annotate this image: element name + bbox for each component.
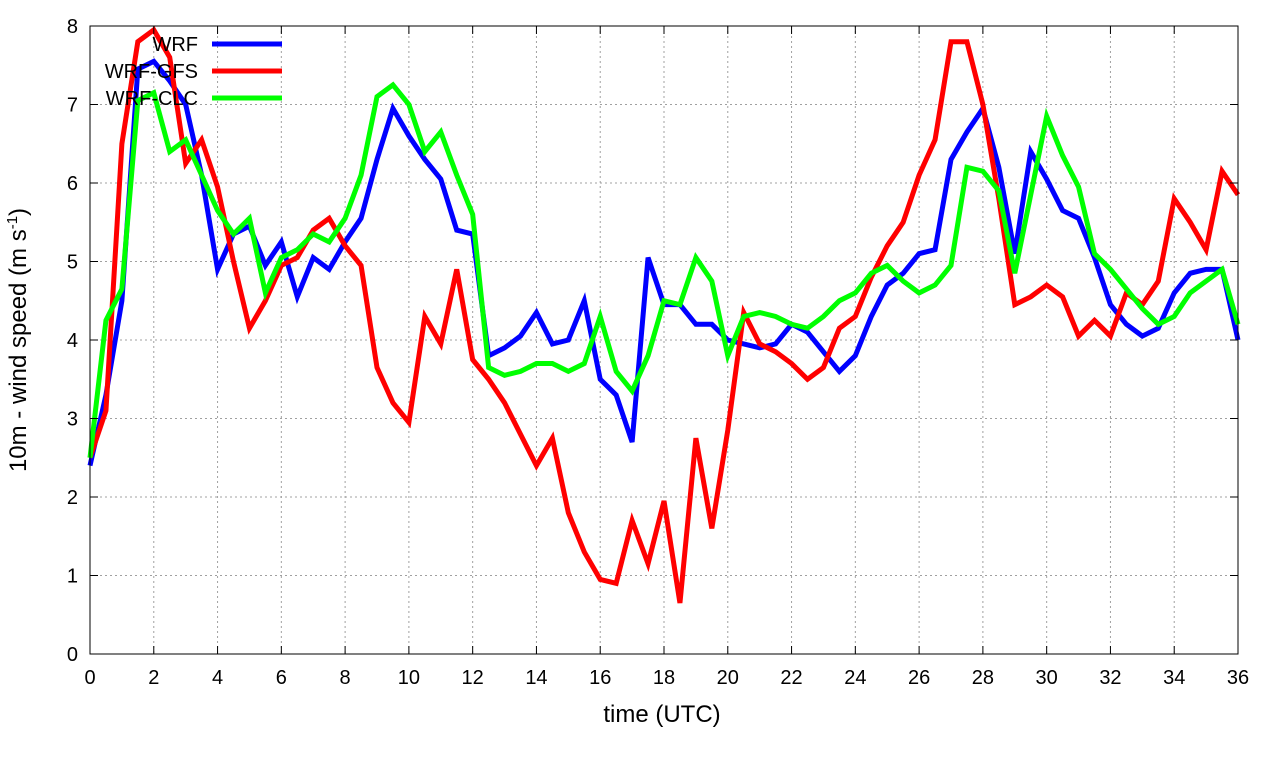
ticks: 0 2 4 6 8 10 12 14 16 18 20 22 24 26 28 30 32 34 360123456… bbox=[67, 16, 1249, 689]
x-tick-label: 20 bbox=[717, 667, 739, 689]
y-tick-label: 3 bbox=[67, 409, 78, 431]
x-tick-label: 32 bbox=[1099, 667, 1121, 689]
x-tick-label: 22 bbox=[780, 667, 802, 689]
x-tick-label: 26 bbox=[908, 667, 930, 689]
y-tick-label: 7 bbox=[67, 95, 78, 117]
x-tick-label: 10 bbox=[398, 667, 420, 689]
legend-label: WRF-CLC bbox=[106, 88, 198, 110]
x-tick-label: 8 bbox=[340, 667, 351, 689]
y-tick-label: 2 bbox=[67, 487, 78, 509]
x-tick-label: 24 bbox=[844, 667, 866, 689]
x-tick-label: 4 bbox=[212, 667, 223, 689]
x-tick-label: 6 bbox=[276, 667, 287, 689]
series-line-wrf-clc bbox=[87, 81, 1241, 459]
grid bbox=[90, 26, 1238, 654]
x-tick-label: 12 bbox=[462, 667, 484, 689]
x-axis-title: time (UTC) bbox=[603, 701, 720, 728]
y-tick-label: 1 bbox=[67, 566, 78, 588]
x-tick-label: 34 bbox=[1163, 667, 1185, 689]
x-tick-label: 36 bbox=[1227, 667, 1249, 689]
y-axis-title-main: 10m - wind speed (m s bbox=[5, 229, 32, 472]
x-tick-label: 2 bbox=[148, 667, 159, 689]
x-tick-label: 0 bbox=[84, 667, 95, 689]
legend-label: WRF bbox=[152, 34, 198, 56]
x-tick-label: 30 bbox=[1036, 667, 1058, 689]
x-tick-label: 16 bbox=[589, 667, 611, 689]
series-lines bbox=[87, 26, 1241, 604]
legend: WRF WRF-GFS WRF-CLC bbox=[105, 34, 282, 110]
y-tick-label: 6 bbox=[67, 173, 78, 195]
y-tick-label: 5 bbox=[67, 252, 78, 274]
x-tick-label: 18 bbox=[653, 667, 675, 689]
x-tick-label: 28 bbox=[972, 667, 994, 689]
y-tick-label: 8 bbox=[67, 16, 78, 38]
y-axis-title: 10m - wind speed (m s-1) bbox=[4, 208, 32, 472]
x-tick-label: 14 bbox=[525, 667, 547, 689]
y-tick-label: 0 bbox=[67, 644, 78, 666]
y-tick-label: 4 bbox=[67, 330, 78, 352]
y-axis-title-tail: ) bbox=[5, 208, 32, 216]
series-line-wrf-gfs bbox=[87, 26, 1241, 604]
y-axis-title-sup: -1 bbox=[4, 216, 21, 229]
legend-label: WRF-GFS bbox=[105, 61, 198, 83]
